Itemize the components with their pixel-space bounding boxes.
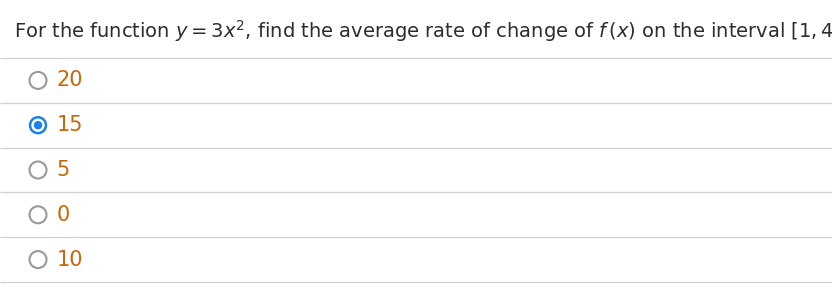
Circle shape: [29, 117, 47, 134]
Text: 5: 5: [57, 160, 70, 180]
Circle shape: [34, 122, 42, 129]
Text: 15: 15: [57, 115, 83, 135]
Text: 0: 0: [57, 205, 70, 225]
Text: For the function $y = 3x^2$, find the average rate of change of $f\,(x)$ on the : For the function $y = 3x^2$, find the av…: [14, 18, 832, 44]
Circle shape: [32, 119, 44, 131]
Text: 10: 10: [57, 250, 83, 270]
Text: 20: 20: [57, 70, 83, 90]
